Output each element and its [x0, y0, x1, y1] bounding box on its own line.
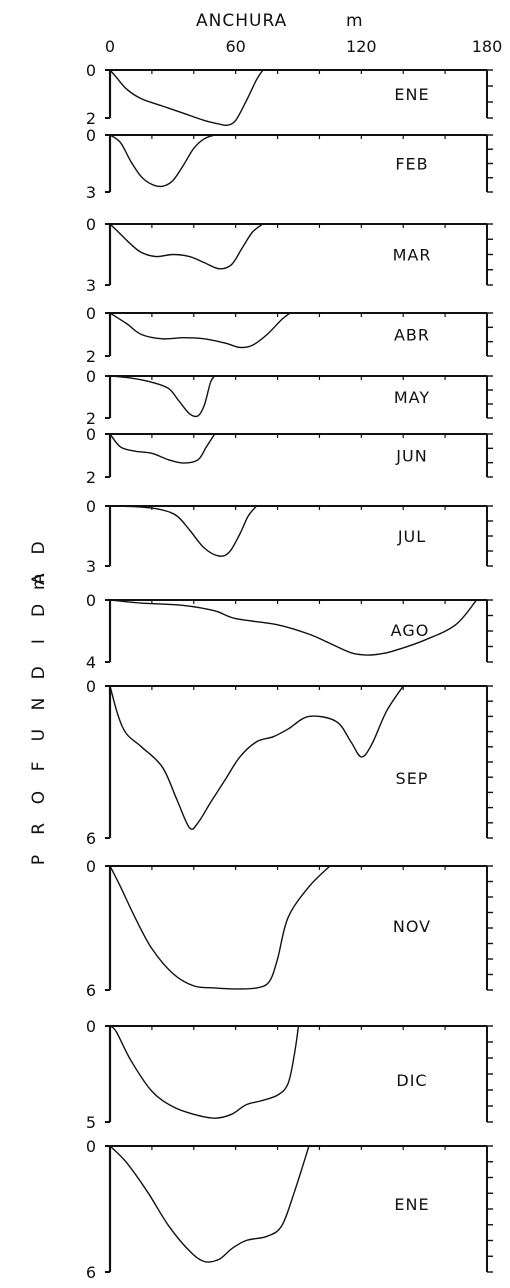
month-label: SEP [396, 769, 429, 788]
y-axis-letter: O [29, 791, 49, 804]
depth-tick-label: 0 [86, 1017, 96, 1036]
y-axis-letter: I [29, 639, 49, 644]
panel-sep: 0 6 SEP [86, 677, 493, 848]
month-label: MAY [394, 388, 430, 407]
panels: 02ENE03FEB03MAR02ABR02MAY02JUN03JUL04AGO… [86, 61, 493, 1282]
depth-profile-line [109, 685, 404, 830]
depth-tick-label: 0 [86, 304, 96, 323]
depth-profile-line [109, 134, 215, 188]
panel-dic: 0 5 DIC [86, 1017, 493, 1132]
month-label: JUN [395, 447, 427, 466]
depth-profile-line [109, 375, 216, 418]
y-axis-unit: m [29, 573, 49, 590]
x-tick-label: 60 [225, 37, 245, 56]
x-tick-labels: 0 60 120 180 [105, 37, 502, 56]
x-tick-label: 120 [346, 37, 377, 56]
y-axis-letter: P [29, 855, 49, 865]
depth-tick-label: 2 [86, 109, 96, 128]
month-label: DIC [396, 1071, 427, 1090]
x-tick-label: 0 [105, 37, 115, 56]
panel-feb: 0 3 FEB [86, 126, 493, 202]
depth-tick-label: 0 [86, 591, 96, 610]
panel-ene: 0 6 ENE [86, 1137, 493, 1282]
depth-tick-label: 6 [86, 829, 96, 848]
x-axis-header: ANCHURA m 0 60 120 180 [105, 11, 502, 56]
y-axis-letter: N [29, 698, 49, 711]
month-label: MAR [393, 246, 432, 265]
depth-tick-label: 0 [86, 497, 96, 516]
month-label: JUL [397, 527, 426, 546]
depth-tick-label: 5 [86, 1113, 96, 1132]
depth-tick-label: 3 [86, 557, 96, 576]
depth-tick-label: 0 [86, 1137, 96, 1156]
depth-tick-label: 0 [86, 367, 96, 386]
y-axis-letter: D [29, 666, 49, 679]
month-label: NOV [393, 917, 431, 936]
month-label: FEB [395, 155, 428, 174]
y-axis-letter: F [29, 762, 49, 772]
depth-tick-label: 4 [86, 653, 96, 672]
panel-abr: 0 2 ABR [86, 304, 493, 366]
depth-profile-line [109, 223, 264, 270]
y-axis-label: P R O F U N D I D A D [29, 541, 49, 865]
depth-profile-line [109, 865, 331, 990]
depth-tick-label: 3 [86, 183, 96, 202]
y-axis-letter: D [29, 604, 49, 617]
depth-profile-line [109, 1025, 300, 1119]
depth-tick-label: 0 [86, 61, 96, 80]
depth-tick-label: 6 [86, 1263, 96, 1282]
panel-ene: 0 2 ENE [86, 61, 493, 128]
y-axis-letter: U [29, 729, 49, 741]
x-tick-label: 180 [472, 37, 503, 56]
y-axis-title: m P R O F U N D I D A D [29, 541, 49, 865]
month-label: AGO [391, 621, 430, 640]
depth-profile-line [109, 1145, 310, 1263]
depth-tick-label: 2 [86, 409, 96, 428]
month-label: ABR [394, 326, 430, 345]
depth-tick-label: 3 [86, 276, 96, 295]
depth-profile-line [109, 312, 291, 349]
depth-tick-label: 0 [86, 425, 96, 444]
month-label: ENE [394, 85, 429, 104]
panel-may: 0 2 MAY [86, 367, 493, 428]
depth-tick-label: 0 [86, 857, 96, 876]
depth-profile-line [109, 69, 264, 127]
y-axis-letter: A [29, 573, 49, 585]
panel-jun: 0 2 JUN [86, 425, 493, 487]
x-axis-unit: m [346, 11, 363, 31]
depth-profile-line [109, 505, 258, 557]
panel-mar: 0 3 MAR [86, 215, 493, 295]
depth-profile-line [109, 433, 216, 464]
panel-jul: 0 3 JUL [86, 497, 493, 576]
depth-tick-label: 0 [86, 215, 96, 234]
x-axis-label: ANCHURA [196, 11, 287, 31]
depth-tick-label: 6 [86, 981, 96, 1000]
panel-ago: 0 4 AGO [86, 591, 493, 672]
depth-tick-label: 0 [86, 677, 96, 696]
y-axis-letter: D [29, 541, 49, 554]
month-label: ENE [394, 1195, 429, 1214]
y-axis-letter: R [29, 823, 49, 835]
depth-tick-label: 2 [86, 347, 96, 366]
panel-nov: 0 6 NOV [86, 857, 493, 1000]
depth-tick-label: 2 [86, 468, 96, 487]
depth-profile-line [109, 599, 478, 656]
depth-tick-label: 0 [86, 126, 96, 145]
